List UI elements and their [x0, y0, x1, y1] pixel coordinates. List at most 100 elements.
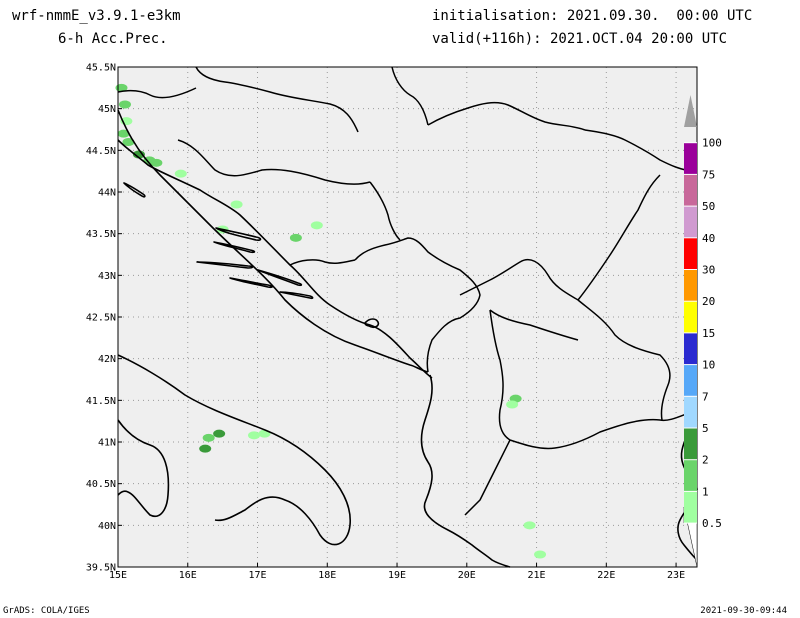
island-lastovo	[229, 277, 273, 289]
lat-label-5: 43N	[98, 271, 116, 282]
colorbar-label-1: 1	[702, 485, 709, 498]
precip-cell-1	[118, 100, 131, 109]
coastline-italy-north	[117, 109, 429, 373]
colorbar-box-7	[684, 301, 697, 333]
border-bosnia-east	[369, 181, 401, 241]
precip-cell-21	[534, 550, 547, 559]
lon-label-7: 22E	[597, 570, 615, 581]
border-macedonia-bulgaria	[577, 299, 671, 421]
lat-label-12: 39.5N	[86, 563, 116, 574]
border-slovenia-croatia	[117, 87, 197, 99]
field-title: 6-h Acc.Prec.	[58, 31, 168, 47]
lon-label-0: 15E	[109, 570, 127, 581]
precip-cell-12	[310, 221, 323, 230]
lat-label-2: 44.5N	[86, 146, 116, 157]
coastline-greece-west	[420, 374, 511, 568]
longitude-labels: 15E 16E 17E 18E 19E 20E 21E 22E 23E	[109, 570, 685, 581]
precip-cell-7	[150, 158, 163, 167]
colorbar-box-2	[684, 459, 697, 492]
colorbar-box-12	[684, 142, 697, 175]
footer-credit: GrADS: COLA/IGES	[3, 606, 90, 616]
colorbar-box-10	[684, 206, 697, 238]
island-korcula	[196, 261, 254, 269]
initialisation-time: initialisation: 2021.09.30. 00:00 UTC	[432, 8, 753, 24]
border-romania-bulgaria	[584, 129, 698, 173]
colorbar-box-9	[684, 237, 697, 270]
precip-cell-3	[117, 129, 130, 138]
lat-label-11: 40N	[98, 521, 116, 532]
lon-label-1: 16E	[179, 570, 197, 581]
precip-cell-19	[506, 400, 519, 409]
lon-label-3: 18E	[318, 570, 336, 581]
precip-cell-20	[523, 521, 536, 530]
border-albania-macedonia	[489, 309, 511, 441]
coastlines	[117, 109, 698, 568]
border-greece-macedonia	[509, 409, 698, 450]
colorbar-box-8	[684, 269, 697, 302]
bay-kotor	[364, 318, 380, 329]
precip-cell-8	[174, 169, 187, 178]
lon-label-8: 23E	[667, 570, 685, 581]
precip-cell-13	[202, 433, 215, 442]
border-croatia-hungary	[195, 66, 359, 133]
precip-cell-9	[230, 200, 243, 209]
coastline-adriatic-east	[117, 139, 433, 379]
colorbar-label-3: 5	[702, 422, 709, 435]
border-serbia-bulgaria	[577, 174, 661, 301]
precip-cell-11	[289, 233, 302, 242]
border-serbia-hungary	[391, 66, 429, 126]
lat-label-4: 43.5N	[86, 229, 116, 240]
lat-label-8: 41.5N	[86, 396, 116, 407]
lat-label-9: 41N	[98, 438, 116, 449]
precip-cell-14	[213, 429, 226, 438]
colorbar-box-3	[684, 428, 697, 460]
lat-label-3: 44N	[98, 188, 116, 199]
lon-label-2: 17E	[248, 570, 266, 581]
precip-cell-16	[248, 431, 261, 440]
lon-label-4: 19E	[388, 570, 406, 581]
colorbar-label-0: 0.5	[702, 517, 722, 530]
colorbar-label-12: 100	[702, 137, 722, 150]
colorbar-box-11	[684, 174, 697, 207]
island-peljesac	[279, 291, 314, 300]
colorbar-label-10: 50	[702, 200, 715, 213]
colorbar-box-1	[684, 491, 697, 524]
border-romania-serbia	[427, 101, 586, 131]
map-background	[118, 67, 697, 567]
lat-label-0: 45.5N	[86, 63, 116, 74]
colorbar-label-11: 75	[702, 168, 715, 181]
colorbar-label-5: 10	[702, 359, 715, 372]
border-greece-albania	[464, 439, 511, 516]
colorbar-box-6	[684, 332, 697, 365]
border-montenegro	[354, 237, 481, 373]
island-brac	[215, 227, 262, 241]
border-kosovo-macedonia	[489, 309, 579, 341]
lat-label-1: 45N	[98, 104, 116, 115]
colorbar-box-5	[684, 364, 697, 397]
lon-label-5: 20E	[458, 570, 476, 581]
precip-cell-4	[122, 138, 135, 146]
precip-cell-15	[199, 444, 212, 453]
island-krk	[123, 182, 146, 198]
colorbar-label-8: 30	[702, 264, 715, 277]
border-serbia-kosovo	[459, 258, 579, 301]
coastline-italy-gulf	[117, 419, 170, 517]
footer-timestamp: 2021-09-30-09:44	[700, 606, 787, 616]
lat-label-6: 42.5N	[86, 313, 116, 324]
model-title: wrf-nmmE_v3.9.1-e3km	[12, 8, 181, 24]
border-bosnia-south	[289, 259, 356, 266]
lat-label-10: 40.5N	[86, 479, 116, 490]
colorbar-top-triangle	[684, 95, 697, 127]
island-mljet	[257, 269, 303, 287]
coastline-italy-south	[117, 354, 351, 546]
valid-time: valid(+116h): 2021.OCT.04 20:00 UTC	[432, 31, 728, 47]
colorbar-box-4	[684, 396, 697, 428]
island-hvar	[213, 241, 256, 254]
border-bosnia-north	[177, 139, 371, 185]
colorbar-label-2: 2	[702, 454, 709, 467]
country-borders	[117, 66, 698, 516]
colorbar-label-7: 20	[702, 295, 715, 308]
lon-label-6: 21E	[528, 570, 546, 581]
colorbar-label-4: 7	[702, 390, 709, 403]
